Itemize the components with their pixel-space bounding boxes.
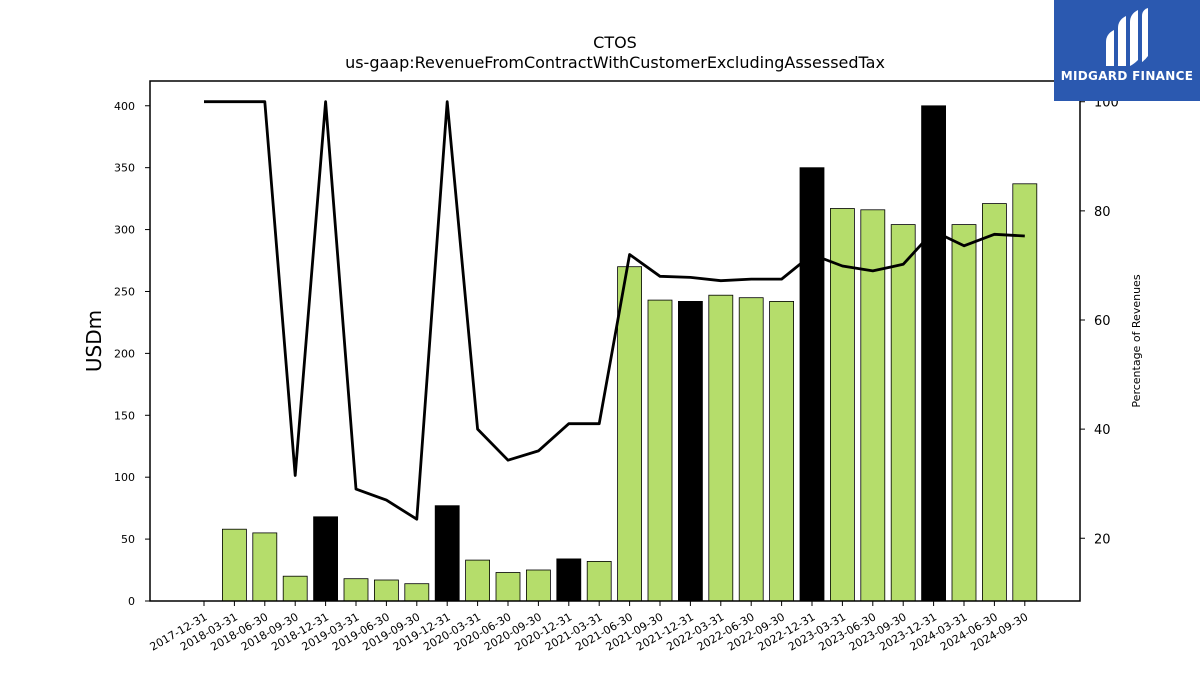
y-tick-label-right: 80 xyxy=(1094,205,1111,220)
bar-2019-03-31 xyxy=(343,578,369,602)
line-layer xyxy=(204,100,1025,521)
y-tick-label-right: 60 xyxy=(1094,314,1111,329)
percentage-line xyxy=(204,100,1025,521)
logo-mark-icon xyxy=(1106,8,1148,66)
y-tick-label-left: 50 xyxy=(121,533,135,546)
bar-2023-03-31 xyxy=(830,208,855,602)
bar-2020-09-30 xyxy=(526,569,551,602)
y-tick-label-left: 250 xyxy=(114,285,135,298)
logo-text: MIDGARD FINANCE xyxy=(1060,69,1194,83)
bar-2018-03-31 xyxy=(221,528,247,602)
y-tick-label-left: 350 xyxy=(114,162,135,175)
bar-2019-09-30 xyxy=(404,583,430,602)
x-axis: 2017-12-312018-03-312018-06-302018-09-30… xyxy=(148,601,1030,654)
bar-2023-06-30 xyxy=(860,209,886,602)
bar-2023-09-30 xyxy=(890,224,916,602)
bar-2022-12-31 xyxy=(799,167,825,602)
bar-2021-03-31 xyxy=(586,561,612,602)
bar-2018-12-31 xyxy=(313,516,339,602)
bar-2024-06-30 xyxy=(982,203,1007,602)
bar-2021-12-31 xyxy=(678,300,703,602)
bar-2020-03-31 xyxy=(465,559,491,602)
bar-2019-12-31 xyxy=(434,505,460,602)
bar-2020-06-30 xyxy=(495,572,521,602)
y-tick-label-left: 0 xyxy=(128,595,135,608)
y-tick-label-right: 20 xyxy=(1094,532,1111,547)
y-tick-label-left: 300 xyxy=(114,224,135,237)
bar-2021-06-30 xyxy=(617,266,642,602)
bar-2020-12-31 xyxy=(556,558,582,602)
bars-layer xyxy=(221,105,1038,602)
bar-2023-12-31 xyxy=(921,105,946,602)
left-axis: 0 50 100 150 200 250 300 350 400 xyxy=(114,100,150,608)
bar-2019-06-30 xyxy=(373,579,399,602)
bar-2018-09-30 xyxy=(282,575,308,602)
bar-2018-06-30 xyxy=(252,532,278,602)
chart-title: CTOS xyxy=(593,33,637,52)
bar-2021-09-30 xyxy=(647,299,673,602)
y-tick-label-left: 400 xyxy=(114,100,135,113)
y-axis-label-left: USDm xyxy=(82,310,106,372)
y-tick-label-left: 150 xyxy=(114,409,135,422)
chart-subtitle: us-gaap:RevenueFromContractWithCustomerE… xyxy=(345,53,885,72)
bar-2022-09-30 xyxy=(769,300,794,602)
bar-2024-03-31 xyxy=(951,224,977,602)
y-axis-label-right: Percentage of Revenues xyxy=(1130,274,1143,407)
bar-2024-09-30 xyxy=(1012,183,1038,602)
plot-frame xyxy=(149,80,1081,602)
y-tick-label-left: 100 xyxy=(114,471,135,484)
y-tick-label-left: 200 xyxy=(114,347,135,360)
bar-2022-03-31 xyxy=(708,294,734,602)
midgard-finance-logo: MIDGARD FINANCE xyxy=(1054,0,1200,101)
y-tick-label-right: 40 xyxy=(1094,423,1111,438)
bar-2022-06-30 xyxy=(738,297,764,602)
